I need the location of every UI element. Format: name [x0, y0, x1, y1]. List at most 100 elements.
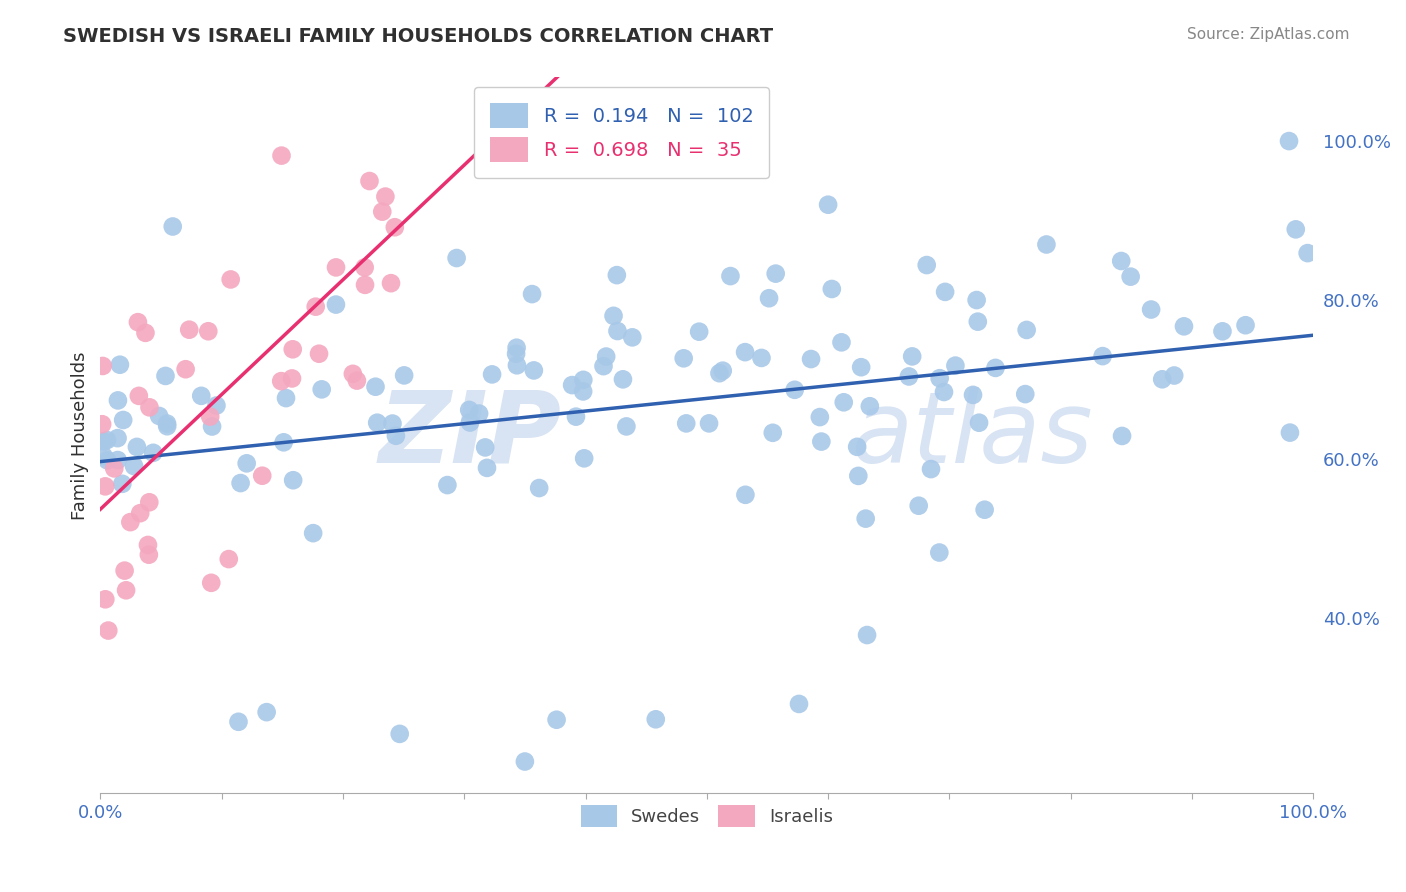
Point — [96, 433, 118, 447]
Point — [856, 628, 879, 642]
Point — [1119, 269, 1142, 284]
Point — [125, 440, 148, 454]
Point — [1152, 372, 1174, 386]
Point — [1014, 387, 1036, 401]
Point — [107, 393, 129, 408]
Point — [381, 417, 404, 431]
Point — [1234, 318, 1257, 333]
Point — [252, 468, 274, 483]
Point — [458, 403, 481, 417]
Point — [256, 705, 278, 719]
Point — [205, 399, 228, 413]
Point — [962, 388, 984, 402]
Point — [1035, 237, 1057, 252]
Point — [111, 476, 134, 491]
Point — [346, 374, 368, 388]
Point — [520, 287, 543, 301]
Point — [179, 323, 201, 337]
Point — [274, 391, 297, 405]
Point — [612, 372, 634, 386]
Point — [928, 371, 950, 385]
Point — [436, 478, 458, 492]
Point — [103, 461, 125, 475]
Point — [808, 410, 831, 425]
Point — [855, 511, 877, 525]
Point — [1211, 324, 1233, 338]
Point — [374, 189, 396, 203]
Point — [606, 324, 628, 338]
Point — [897, 369, 920, 384]
Point — [595, 350, 617, 364]
Point — [148, 409, 170, 423]
Point — [697, 417, 720, 431]
Point — [308, 347, 330, 361]
Point — [1173, 319, 1195, 334]
Point — [93, 449, 115, 463]
Point — [734, 488, 756, 502]
Point — [364, 380, 387, 394]
Point — [97, 624, 120, 638]
Point — [136, 538, 159, 552]
Point — [162, 219, 184, 234]
Point — [523, 363, 546, 377]
Point — [281, 343, 304, 357]
Point — [592, 359, 614, 373]
Point — [711, 364, 734, 378]
Point — [1111, 429, 1133, 443]
Point — [138, 401, 160, 415]
Point — [1278, 134, 1301, 148]
Point — [229, 476, 252, 491]
Point — [156, 417, 179, 431]
Point — [107, 453, 129, 467]
Point — [1285, 222, 1308, 236]
Point — [932, 384, 955, 399]
Point — [966, 315, 988, 329]
Point — [765, 267, 787, 281]
Point — [513, 755, 536, 769]
Point — [366, 416, 388, 430]
Point — [91, 359, 114, 373]
Point — [120, 515, 142, 529]
Point — [810, 434, 832, 449]
Point — [616, 419, 638, 434]
Text: Source: ZipAtlas.com: Source: ZipAtlas.com — [1187, 27, 1350, 42]
Point — [505, 347, 527, 361]
Point — [342, 367, 364, 381]
Point — [572, 384, 595, 399]
Point — [672, 351, 695, 366]
Point — [475, 461, 498, 475]
Point — [505, 341, 527, 355]
Point — [709, 366, 731, 380]
Point — [325, 297, 347, 311]
Point — [901, 350, 924, 364]
Point — [128, 389, 150, 403]
Point — [94, 479, 117, 493]
Point — [688, 325, 710, 339]
Point — [283, 473, 305, 487]
Point — [565, 409, 588, 424]
Point — [129, 506, 152, 520]
Point — [311, 383, 333, 397]
Point — [446, 251, 468, 265]
Point — [142, 446, 165, 460]
Point — [388, 727, 411, 741]
Point — [915, 258, 938, 272]
Point — [201, 419, 224, 434]
Point — [115, 583, 138, 598]
Point — [907, 499, 929, 513]
Point — [371, 204, 394, 219]
Point — [218, 552, 240, 566]
Point — [93, 434, 115, 449]
Point — [830, 335, 852, 350]
Point — [134, 326, 156, 340]
Point — [122, 459, 145, 474]
Point — [1278, 425, 1301, 440]
Point — [138, 548, 160, 562]
Point — [385, 429, 408, 443]
Point — [734, 345, 756, 359]
Point — [305, 19, 328, 33]
Point — [94, 592, 117, 607]
Point — [200, 575, 222, 590]
Point — [546, 713, 568, 727]
Point — [228, 714, 250, 729]
